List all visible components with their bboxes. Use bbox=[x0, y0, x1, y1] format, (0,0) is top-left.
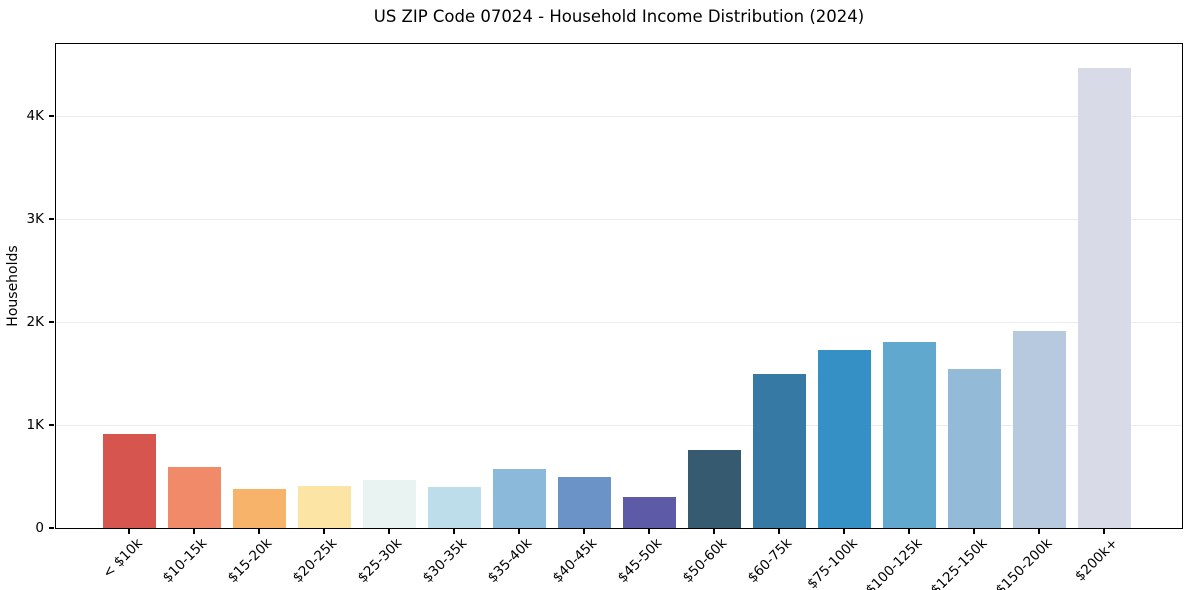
y-axis-tick-label: 4K bbox=[26, 108, 44, 125]
x-axis-tick bbox=[1038, 529, 1040, 534]
gridline bbox=[56, 321, 1182, 323]
x-axis-tick bbox=[583, 529, 585, 534]
y-axis-tick-label: 1K bbox=[26, 417, 44, 434]
bar-60-75k bbox=[752, 374, 806, 528]
bar-25-30k bbox=[362, 479, 416, 528]
x-axis-tick-label: $60-75k bbox=[744, 535, 796, 586]
plot-area bbox=[56, 44, 1182, 528]
y-axis-tick bbox=[49, 527, 54, 529]
bar-125-150k bbox=[947, 369, 1001, 528]
x-axis-tick bbox=[908, 529, 910, 534]
x-axis-tick-label: $150-200k bbox=[992, 535, 1056, 590]
x-axis-tick-label: $125-150k bbox=[927, 535, 991, 590]
x-axis-tick bbox=[648, 529, 650, 534]
y-axis-tick bbox=[49, 321, 54, 323]
y-axis-tick bbox=[49, 115, 54, 117]
bar-200k+ bbox=[1077, 67, 1131, 528]
bar-30-35k bbox=[427, 487, 481, 528]
bar-150-200k bbox=[1012, 331, 1066, 528]
x-axis-tick-label: $75-100k bbox=[803, 535, 861, 590]
x-axis-tick-label: $45-50k bbox=[614, 535, 666, 586]
x-axis-tick-label: $20-25k bbox=[289, 535, 341, 586]
bar-10-15k bbox=[167, 467, 221, 528]
x-axis-tick-label: $200k+ bbox=[1071, 535, 1121, 585]
bar-35-40k bbox=[492, 469, 546, 528]
y-axis-tick-label: 0 bbox=[35, 520, 44, 536]
x-axis-tick bbox=[973, 529, 975, 534]
gridline bbox=[56, 115, 1182, 117]
x-axis-tick bbox=[778, 529, 780, 534]
x-axis-tick-label: $35-40k bbox=[484, 535, 536, 586]
gridline bbox=[56, 218, 1182, 220]
bar-100-125k bbox=[882, 341, 936, 528]
x-axis-tick bbox=[323, 529, 325, 534]
y-axis-tick-label: 3K bbox=[26, 211, 44, 228]
x-axis-tick bbox=[128, 529, 130, 534]
x-axis-tick bbox=[843, 529, 845, 534]
x-axis-tick bbox=[388, 529, 390, 534]
bar-40-45k bbox=[557, 476, 611, 528]
bar-15-20k bbox=[232, 488, 286, 528]
y-axis-tick bbox=[49, 218, 54, 220]
bar-75-100k bbox=[817, 349, 871, 528]
bar-20-25k bbox=[297, 485, 351, 528]
x-axis-tick-label: < $10k bbox=[99, 535, 146, 582]
x-axis-tick-label: $100-125k bbox=[862, 535, 926, 590]
x-axis-tick-label: $25-30k bbox=[354, 535, 406, 586]
x-axis-tick-label: $50-60k bbox=[679, 535, 731, 586]
bar-45-50k bbox=[622, 497, 676, 528]
x-axis-tick-label: $10-15k bbox=[159, 535, 211, 586]
x-axis-tick bbox=[713, 529, 715, 534]
gridline bbox=[56, 424, 1182, 426]
x-axis-tick-label: $30-35k bbox=[419, 535, 471, 586]
x-axis-tick-label: $40-45k bbox=[549, 535, 601, 586]
y-axis-tick bbox=[49, 424, 54, 426]
x-axis-tick bbox=[193, 529, 195, 534]
x-axis-tick-label: $15-20k bbox=[224, 535, 276, 586]
chart-title: US ZIP Code 07024 - Household Income Dis… bbox=[373, 7, 865, 26]
bar-50-60k bbox=[687, 449, 741, 528]
x-axis-tick bbox=[453, 529, 455, 534]
y-axis-tick-label: 2K bbox=[26, 314, 44, 331]
x-axis-tick bbox=[1103, 529, 1105, 534]
bar-10k bbox=[102, 433, 156, 528]
x-axis-tick bbox=[258, 529, 260, 534]
x-axis-tick bbox=[518, 529, 520, 534]
